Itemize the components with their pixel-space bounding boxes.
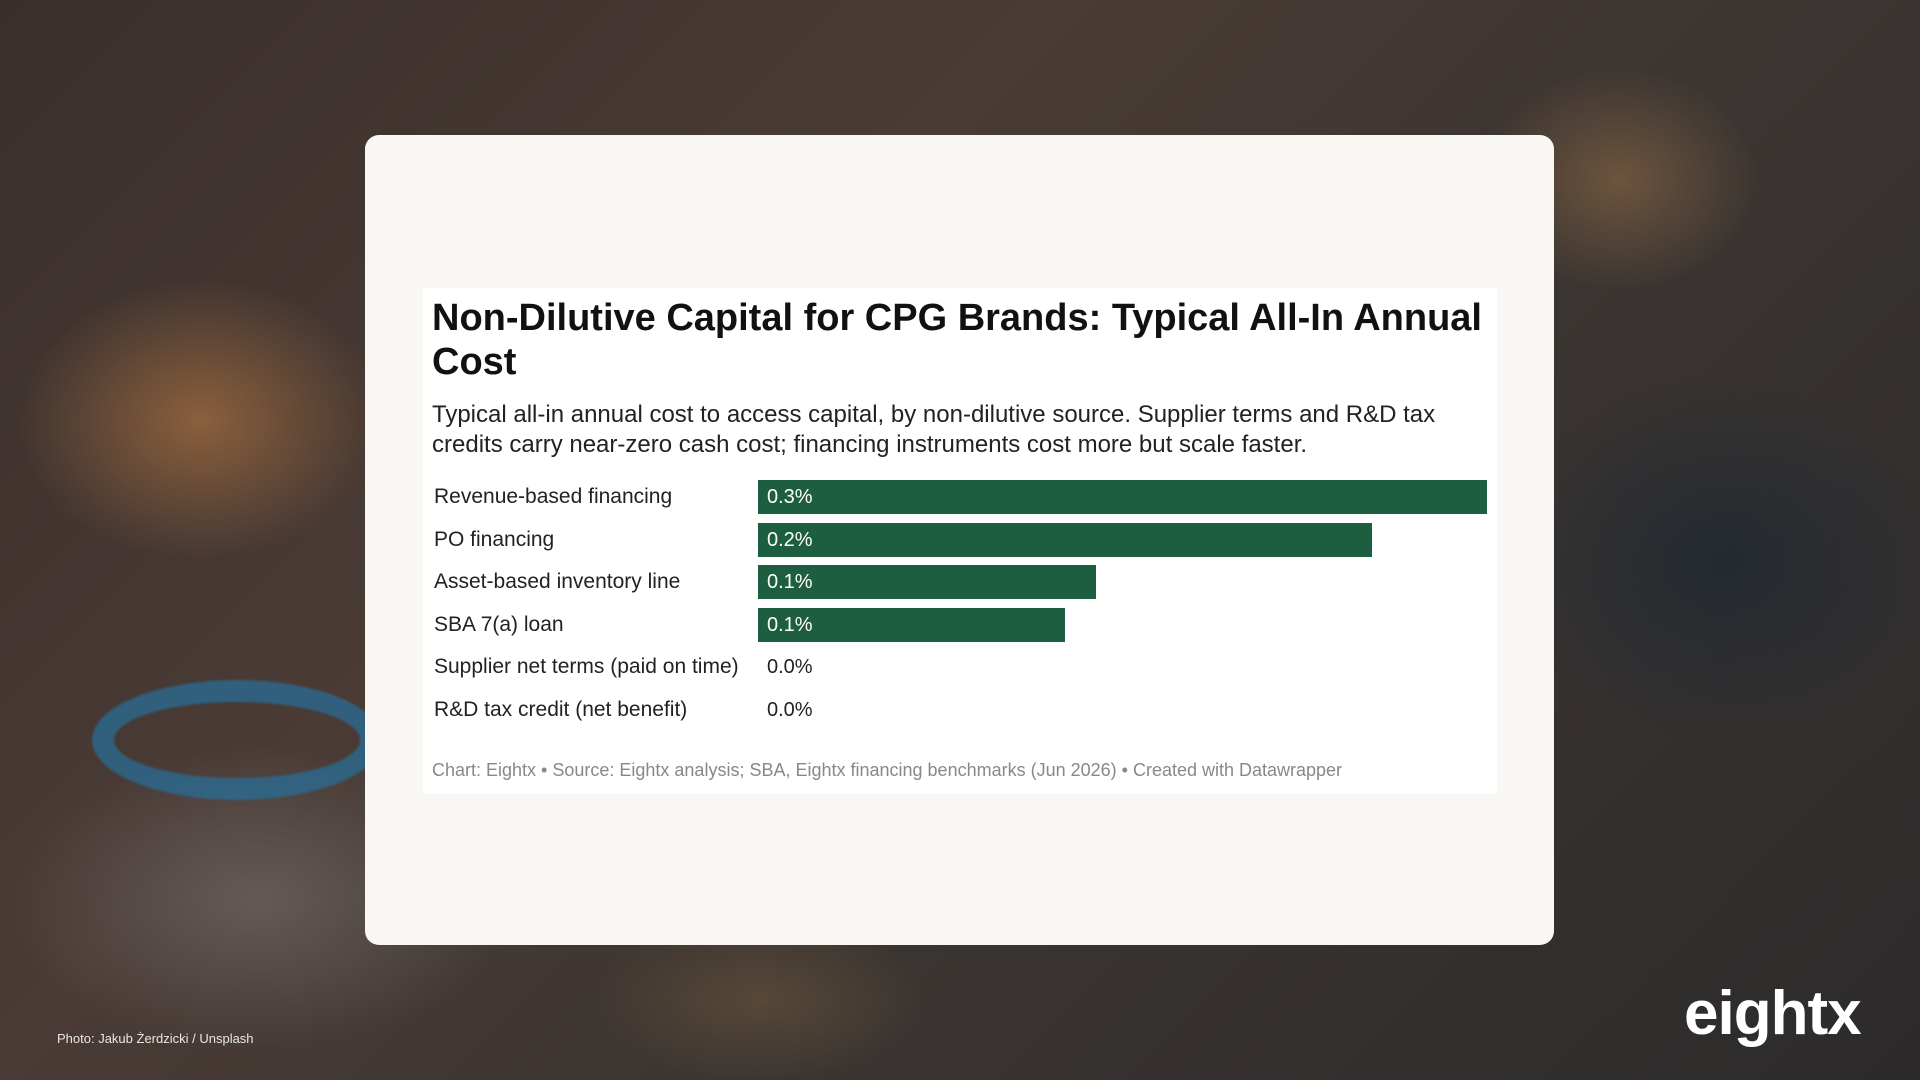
bar-value-label: 0.1% — [767, 571, 813, 593]
bar-category-label: Asset-based inventory line — [434, 570, 681, 593]
photo-credit: Photo: Jakub Żerdzicki / Unsplash — [57, 1031, 254, 1046]
bar-row: Asset-based inventory line 0.1% — [423, 564, 1497, 600]
bar-value-label: 0.3% — [767, 486, 813, 508]
bar-value-label: 0.0% — [767, 699, 813, 721]
bar — [758, 480, 1487, 514]
bar-row: SBA 7(a) loan 0.1% — [423, 607, 1497, 643]
bar-category-label: SBA 7(a) loan — [434, 613, 564, 636]
eightx-logo: eightx — [1684, 979, 1862, 1048]
bar-category-label: Supplier net terms (paid on time) — [434, 655, 739, 678]
bar-value-label: 0.1% — [767, 614, 813, 636]
chart-container: Non-Dilutive Capital for CPG Brands: Typ… — [423, 288, 1497, 794]
bar-value-label: 0.2% — [767, 529, 813, 551]
background-donut-chart — [92, 680, 382, 800]
bar — [758, 565, 1096, 599]
chart-footer: Chart: Eightx • Source: Eightx analysis;… — [432, 760, 1343, 780]
bar-category-label: Revenue-based financing — [434, 485, 673, 508]
bar-category-label: PO financing — [434, 528, 555, 551]
bar-row: Supplier net terms (paid on time) 0.0% — [423, 649, 1497, 685]
bar — [758, 608, 1065, 642]
bar-row: R&D tax credit (net benefit) 0.0% — [423, 692, 1497, 728]
bar — [758, 523, 1372, 557]
bar-row: Revenue-based financing 0.3% — [423, 479, 1497, 515]
chart-title: Non-Dilutive Capital for CPG Brands: Typ… — [432, 297, 1482, 383]
bar-row: PO financing 0.2% — [423, 522, 1497, 558]
bar-value-label: 0.0% — [767, 656, 813, 678]
bar-category-label: R&D tax credit (net benefit) — [434, 698, 688, 721]
chart-subtitle: Typical all-in annual cost to access cap… — [432, 401, 1436, 458]
